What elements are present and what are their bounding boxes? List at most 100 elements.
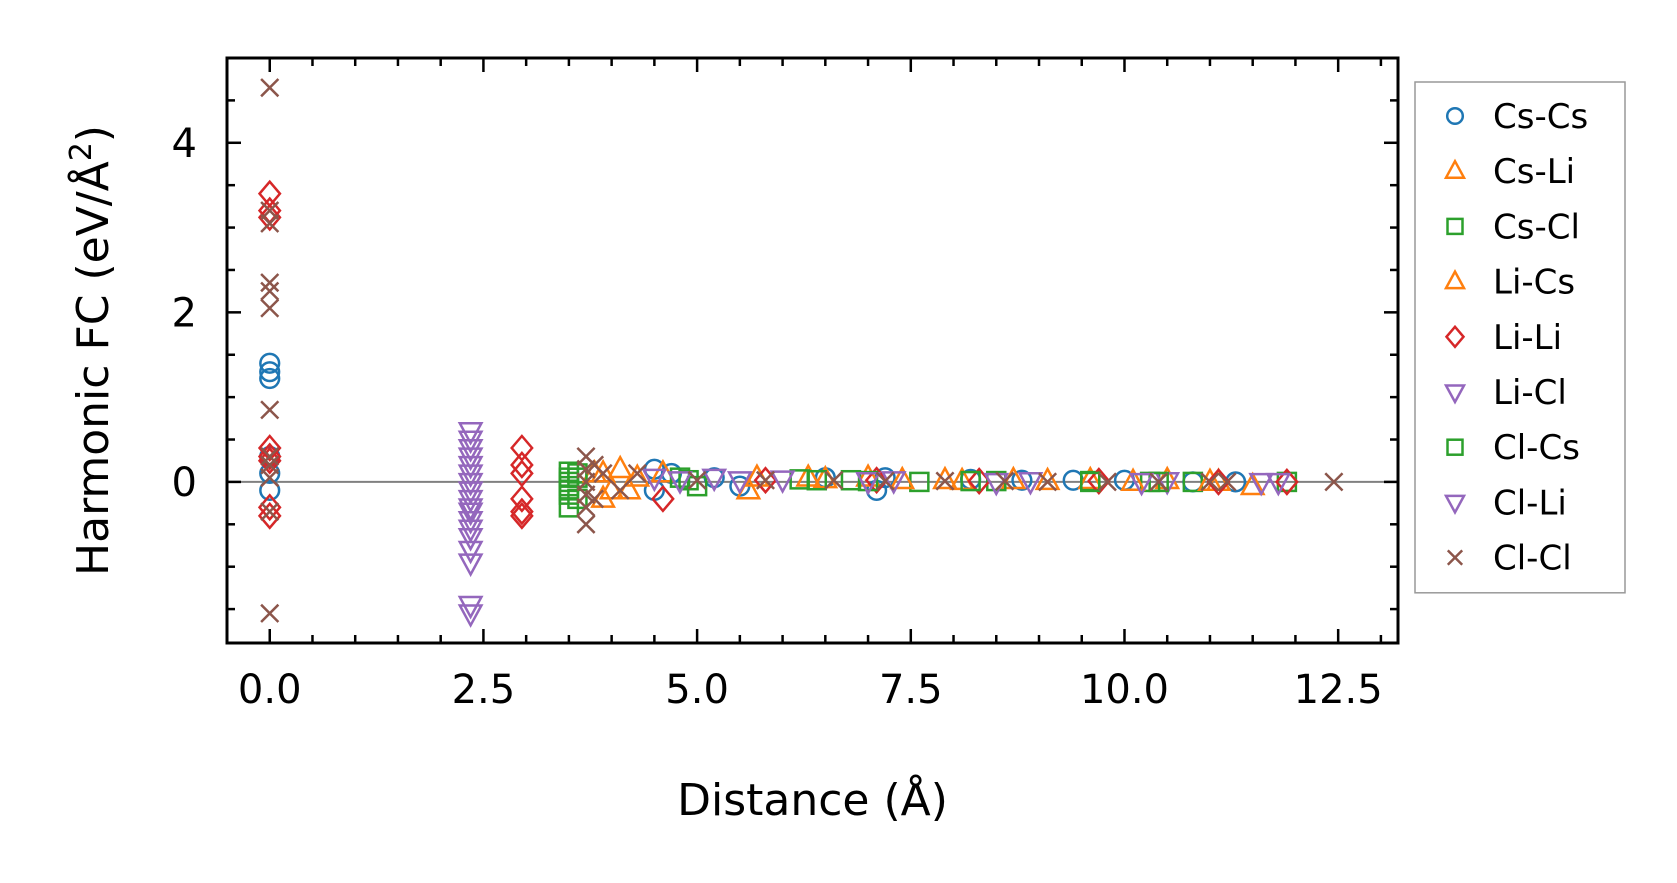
data-point-li-cl: [457, 553, 484, 578]
legend-marker: [1445, 106, 1465, 126]
legend-marker: [1446, 438, 1464, 456]
data-point-cl-li: [1248, 472, 1275, 497]
data-point-cl-cl: [260, 603, 280, 623]
data-point-cs-cs: [259, 361, 281, 383]
data-point-cs-cs: [1011, 469, 1033, 491]
y-tick-label: 4: [172, 121, 197, 167]
data-point-cs-cl: [1182, 471, 1204, 493]
y-axis-label-close: ): [68, 125, 119, 142]
data-point-cl-cl: [935, 471, 955, 491]
legend: Cs-Cs Cs-Li Cs-Cl Li-Cs Li-Li Li-Cl Cl-Cs Cl-Li…: [1414, 81, 1626, 594]
data-point-li-cl: [1017, 472, 1044, 496]
data-point-cl-cl: [824, 470, 844, 490]
data-point-li-li: [510, 501, 534, 530]
data-point-li-li: [510, 497, 534, 526]
y-axis-label: Harmonic FC (eV/Å2): [64, 125, 120, 576]
data-point-li-li: [753, 466, 778, 495]
data-point-cl-cl: [1097, 472, 1117, 492]
data-point-cl-cl: [260, 273, 280, 293]
y-tick-label: 0: [172, 460, 197, 506]
data-marks: [257, 78, 1344, 628]
y-axis-label-base: Harmonic FC (eV/Å: [66, 161, 119, 576]
data-point-cs-cs: [259, 367, 281, 390]
data-point-li-cl: [457, 472, 484, 497]
data-point-li-li: [651, 484, 675, 513]
data-point-cl-cl: [593, 463, 613, 483]
data-point-cl-cs: [806, 469, 828, 491]
legend-label: Cl-Cs: [1493, 428, 1580, 468]
y-tick-label: 2: [172, 290, 197, 336]
data-point-li-cs: [889, 465, 916, 490]
legend-label: Li-Li: [1493, 318, 1562, 358]
data-point-li-li: [257, 442, 282, 471]
legend-marker: [1446, 549, 1464, 566]
data-point-li-cl: [457, 498, 484, 522]
x-tick-label: 12.5: [1294, 667, 1383, 713]
data-point-li-li: [510, 434, 534, 462]
data-point-cl-cs: [1080, 471, 1101, 493]
data-point-cl-li: [855, 472, 881, 496]
data-point-cs-cs: [259, 479, 281, 502]
data-point-cs-li: [855, 463, 881, 487]
plot-frame: [225, 56, 1400, 645]
data-point-cl-cl: [1217, 472, 1237, 492]
data-point-li-cl: [701, 468, 728, 493]
data-point-cl-li: [726, 471, 753, 495]
data-point-li-cs: [1120, 467, 1146, 491]
data-point-li-cl: [457, 604, 484, 628]
legend-label: Li-Cs: [1493, 263, 1575, 303]
data-point-li-li: [257, 203, 282, 232]
data-point-cl-cl: [585, 489, 605, 509]
data-point-li-cl: [457, 421, 484, 446]
data-point-li-cs: [1034, 466, 1061, 491]
data-point-cl-cl: [576, 514, 596, 534]
data-point-cl-li: [667, 471, 693, 495]
data-point-cl-cl: [260, 502, 280, 522]
data-point-li-li: [1086, 467, 1111, 495]
tick-labels: 0.0 2.5 5.0 7.5 10.0 12.5 0 2 4: [172, 121, 1383, 713]
legend-items: Cs-Cs Cs-Li Cs-Cl Li-Cs Li-Li Li-Cl Cl-Cs Cl-Li…: [1443, 97, 1588, 579]
legend-label: Cs-Cl: [1493, 207, 1580, 247]
data-point-li-cs: [624, 463, 651, 487]
data-point-li-li: [510, 451, 534, 479]
data-point-li-li: [864, 466, 889, 495]
data-point-li-cl: [457, 489, 484, 514]
data-point-li-cl: [457, 595, 484, 620]
data-point-li-cl: [457, 511, 484, 535]
data-point-li-li: [257, 434, 282, 462]
data-point-li-cl: [457, 527, 484, 552]
data-point-li-cl: [1265, 472, 1292, 497]
data-point-li-li: [510, 484, 534, 513]
data-point-li-cs: [1197, 467, 1223, 491]
axis-ticks: [225, 56, 1398, 643]
x-axis-label: Distance (Å): [677, 773, 948, 826]
data-point-li-cl: [457, 481, 484, 506]
x-tick-label: 5.0: [665, 667, 729, 713]
legend-label: Cs-Li: [1493, 152, 1575, 192]
data-point-cl-li: [457, 447, 484, 472]
x-tick-label: 0.0: [238, 667, 302, 713]
legend-label: Li-Cl: [1493, 373, 1567, 413]
legend-marker: [1444, 324, 1466, 349]
data-point-li-cl: [457, 540, 484, 565]
legend-box: [1414, 81, 1626, 594]
data-point-cl-cl: [995, 471, 1015, 491]
legend-label: Cl-Li: [1493, 483, 1567, 523]
data-point-cl-cl: [755, 470, 776, 490]
data-point-cl-cl: [260, 213, 280, 233]
data-point-cl-cs: [1148, 471, 1169, 493]
x-tick-label: 2.5: [452, 667, 516, 713]
data-point-li-cl: [457, 519, 484, 544]
data-point-li-cl: [457, 464, 484, 489]
legend-label: Cs-Cs: [1493, 97, 1588, 137]
y-axis-label-superscript: 2: [64, 142, 99, 161]
data-point-cl-cl: [260, 446, 280, 467]
data-point-li-li: [1206, 467, 1231, 496]
data-point-li-cl: [641, 468, 668, 493]
data-point-cl-cl: [260, 400, 280, 420]
data-point-cs-cs: [259, 352, 281, 374]
legend-marker: [1443, 494, 1467, 516]
data-point-cl-cs: [960, 470, 981, 492]
data-point-cl-cl: [1149, 472, 1169, 492]
